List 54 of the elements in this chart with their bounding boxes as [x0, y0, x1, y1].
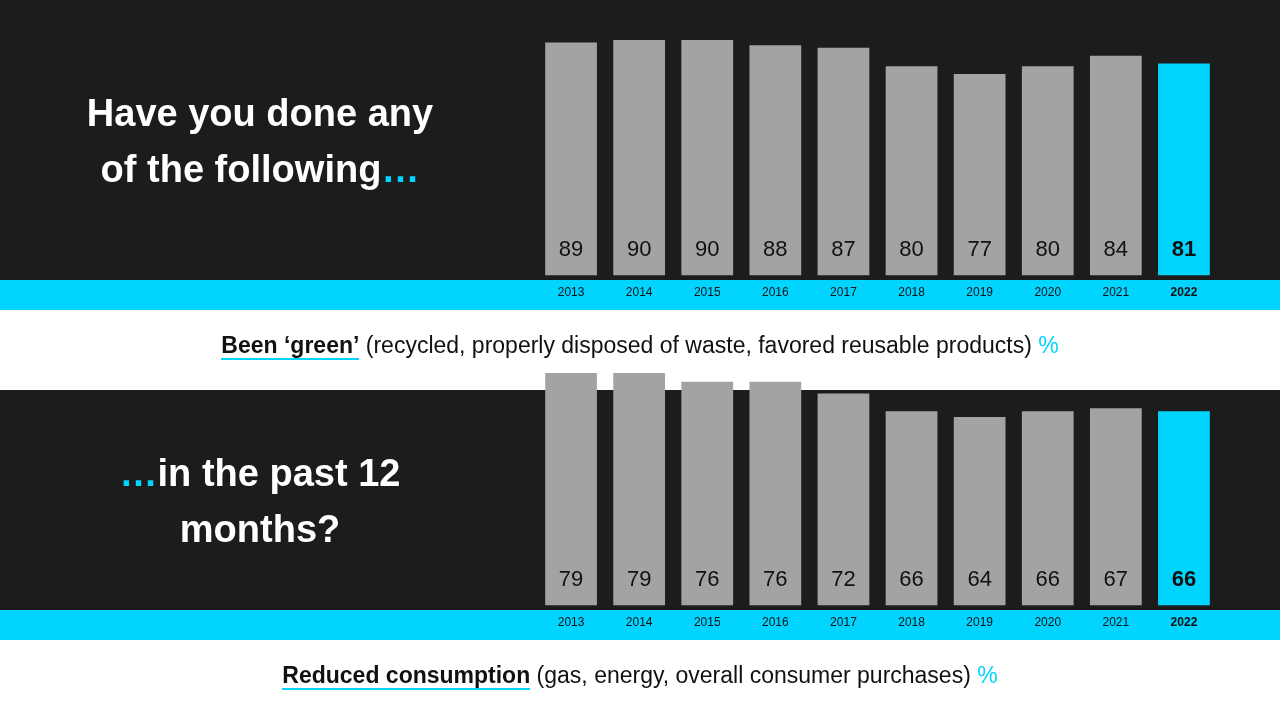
data-label: 90	[626, 235, 652, 261]
x-tick-label: 2021	[1102, 285, 1130, 300]
data-label: 76	[763, 565, 788, 591]
data-label: 66	[899, 565, 924, 591]
x-tick-label: 2015	[693, 285, 721, 300]
x-tick-label: 2015	[693, 615, 721, 630]
chart-title: …in the past 12 months?	[119, 452, 401, 550]
data-label: 87	[831, 235, 856, 261]
bar	[749, 45, 802, 276]
data-label: 79	[626, 565, 652, 591]
bar	[1158, 63, 1210, 276]
x-tick-label: 2020	[1034, 285, 1062, 300]
x-tick-label: 2017	[830, 285, 858, 300]
x-tick-label: 2016	[762, 615, 790, 630]
x-tick-label: 2022	[1170, 615, 1198, 630]
x-tick-label: 2016	[762, 285, 790, 300]
data-label: 80	[899, 235, 924, 261]
x-tick-label: 2013	[557, 615, 585, 630]
x-axis-title: Reduced consumption (gas, energy, overall consumer purchases) %	[282, 662, 998, 690]
data-label: 89	[558, 235, 584, 261]
data-label: 66	[1171, 565, 1197, 591]
x-tick-label: 2020	[1034, 615, 1062, 630]
x-axis-title: Been ‘green’ (recycled, properly disposed of waste, favored reusable products) %	[221, 332, 1059, 360]
data-label: 66	[1035, 565, 1060, 591]
bar	[1089, 55, 1142, 276]
x-tick-label: 2019	[966, 285, 994, 300]
bar	[953, 74, 1006, 276]
data-label: 81	[1171, 235, 1197, 261]
x-tick-label: 2014	[625, 615, 653, 630]
data-label: 79	[558, 565, 584, 591]
bar	[817, 47, 870, 276]
x-tick-label: 2022	[1170, 285, 1198, 300]
x-tick-label: 2018	[898, 285, 926, 300]
x-tick-label: 2021	[1102, 615, 1130, 630]
data-label: 64	[967, 565, 992, 591]
data-label: 72	[831, 565, 856, 591]
data-label: 77	[967, 235, 992, 261]
data-label: 76	[695, 565, 720, 591]
bar	[1021, 66, 1074, 276]
data-label: 67	[1103, 565, 1129, 591]
x-tick-label: 2014	[625, 285, 653, 300]
data-label: 80	[1035, 235, 1060, 261]
x-tick-label: 2013	[557, 285, 585, 300]
chart-title: Have you done any of the following…	[86, 92, 434, 190]
bar	[885, 66, 938, 276]
bar	[545, 42, 597, 276]
bar	[613, 40, 666, 276]
data-label: 90	[695, 235, 720, 261]
data-label: 84	[1103, 235, 1129, 261]
x-tick-label: 2017	[830, 615, 858, 630]
x-tick-label: 2018	[898, 615, 926, 630]
bar	[681, 40, 734, 276]
data-label: 88	[763, 235, 788, 261]
x-tick-label: 2019	[966, 615, 994, 630]
